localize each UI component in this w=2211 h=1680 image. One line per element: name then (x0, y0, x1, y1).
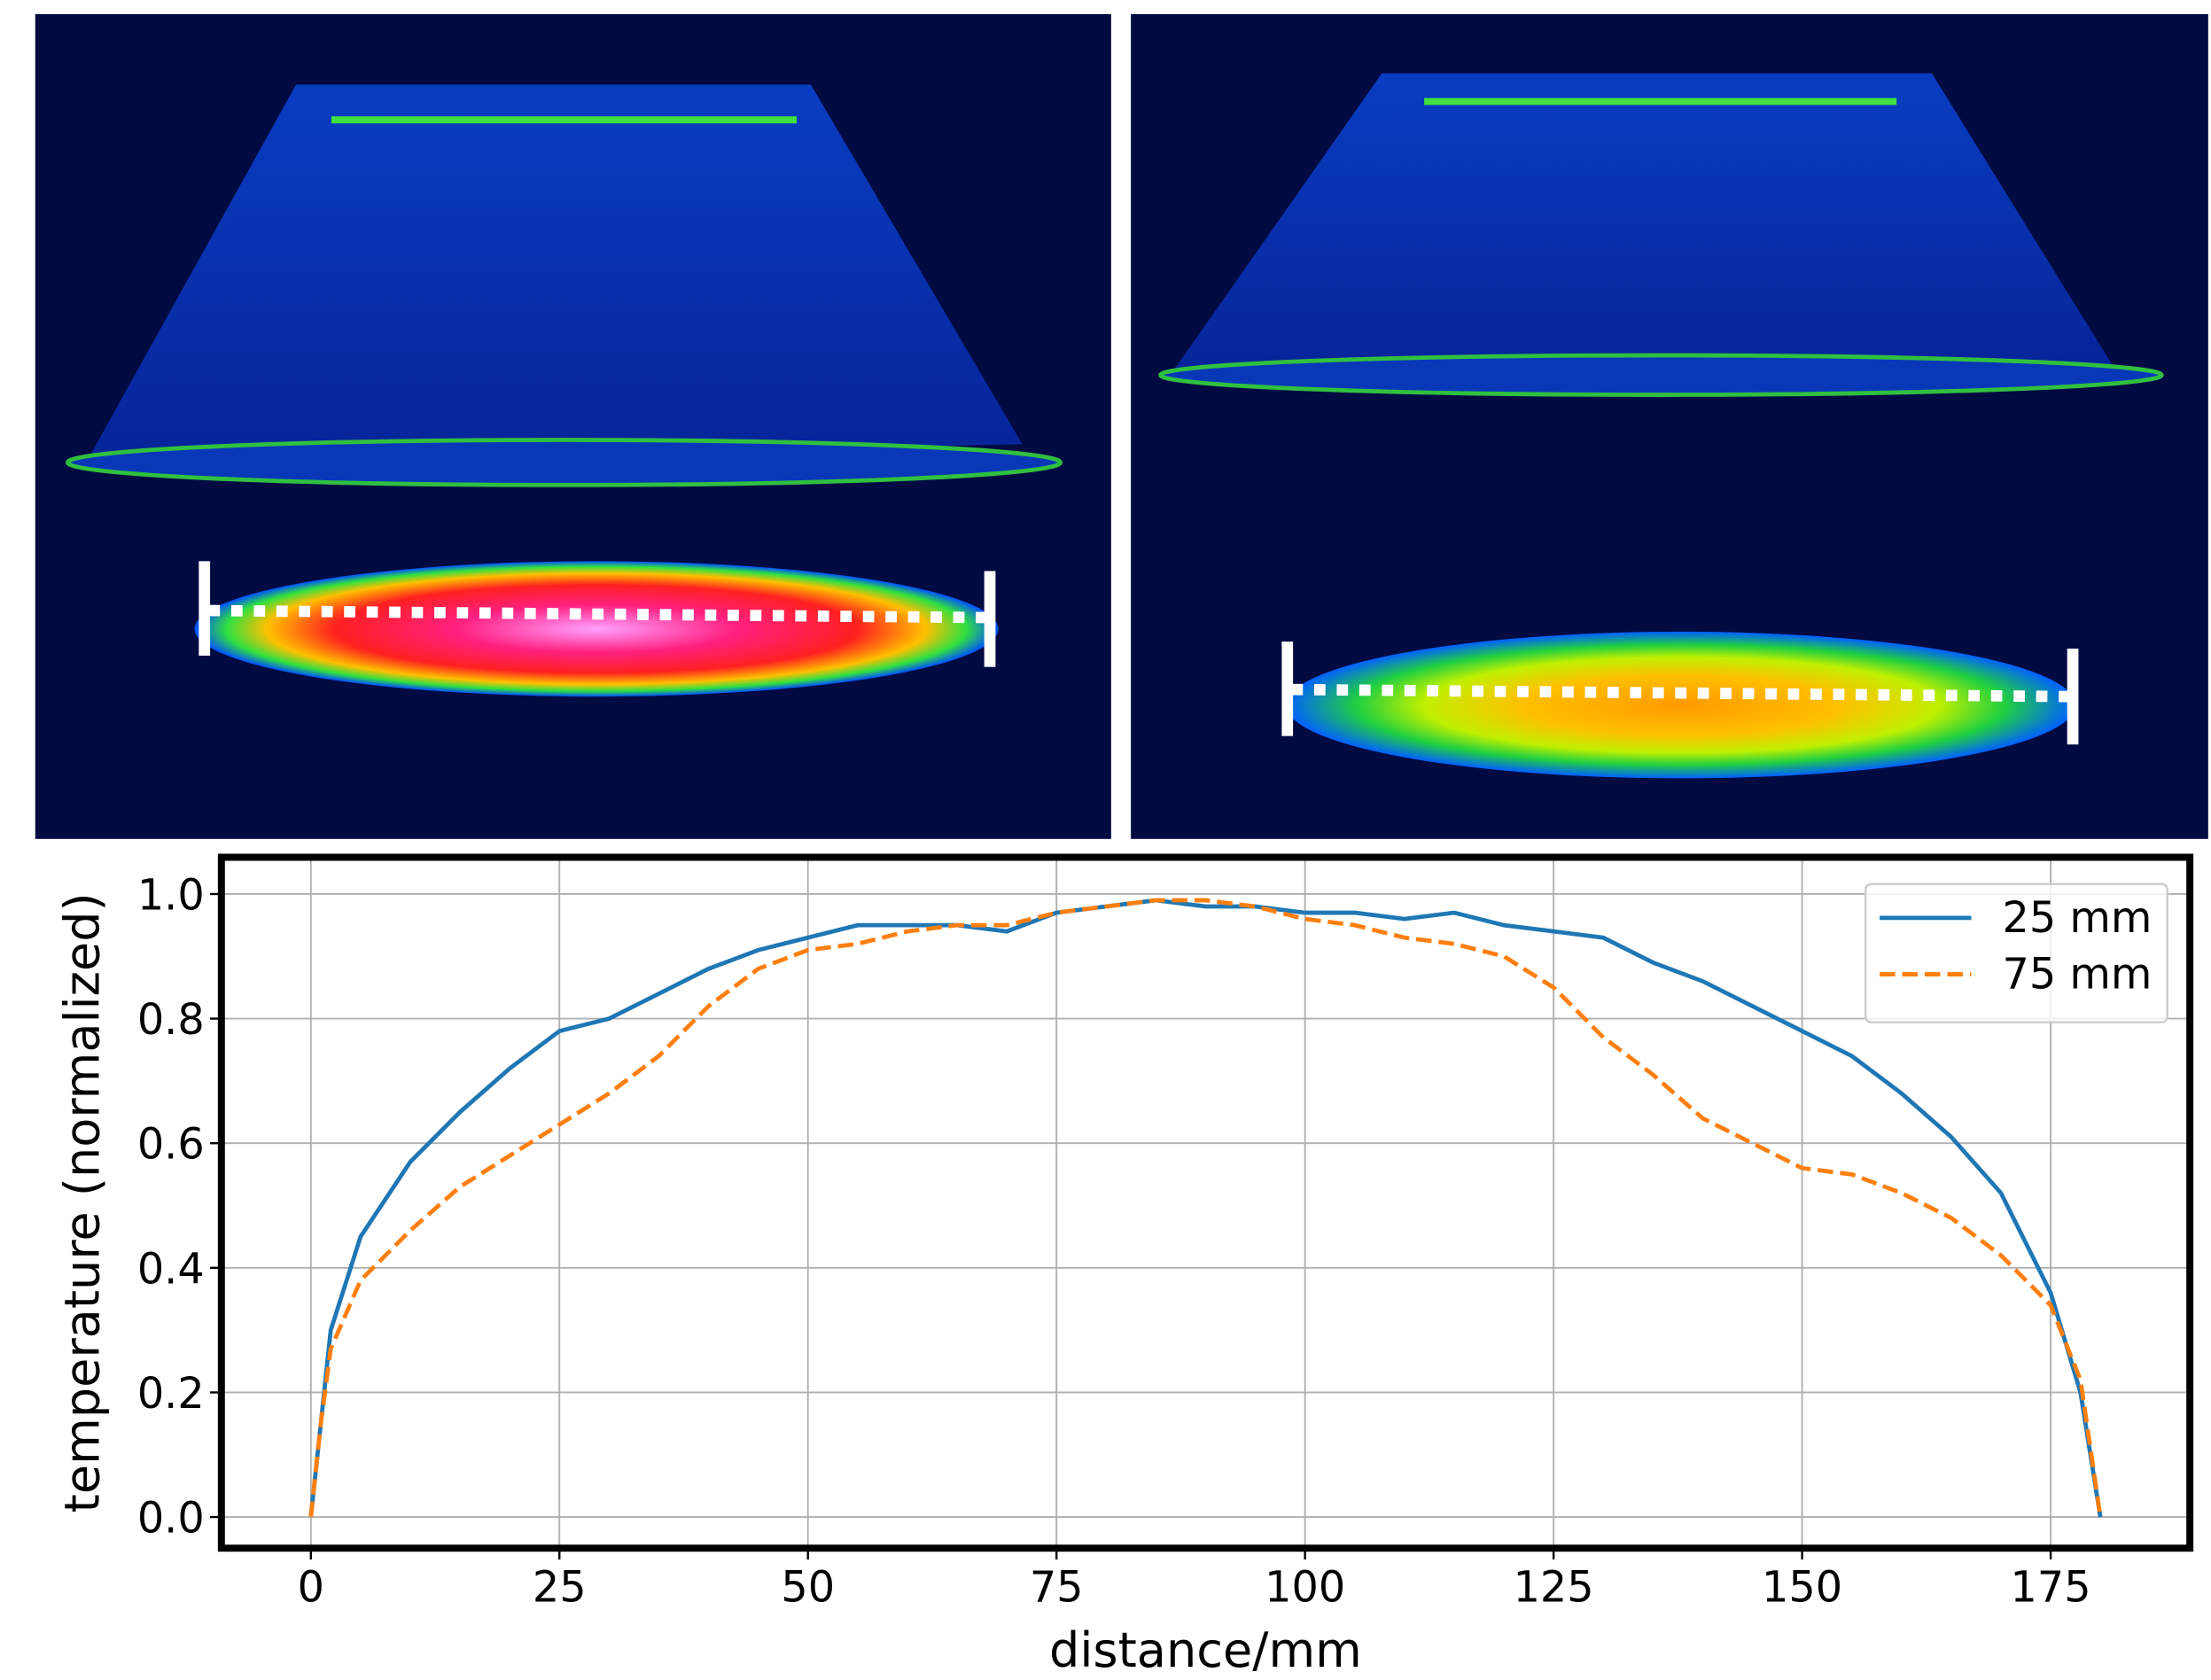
x-tick-label: 150 (1762, 1564, 1842, 1613)
profile-end (984, 571, 996, 667)
flange (65, 438, 1063, 487)
y-tick-label: 0.2 (137, 1370, 205, 1419)
profile-end (199, 561, 211, 656)
legend-label: 25 mm (2003, 894, 2153, 943)
legend-label: 75 mm (2003, 950, 2153, 999)
flange (1158, 353, 2164, 397)
y-tick-label: 0.6 (137, 1121, 205, 1170)
hot-spot (194, 561, 999, 697)
profile-line (1291, 683, 2069, 703)
thermal-image-left (35, 13, 1111, 839)
x-tick-label: 125 (1514, 1564, 1594, 1613)
profile-line (208, 604, 987, 624)
x-tick-label: 50 (781, 1564, 835, 1613)
x-tick-label: 75 (1030, 1564, 1084, 1613)
profile-end (2067, 648, 2079, 745)
y-tick-label: 0.8 (137, 996, 205, 1045)
lid (1170, 73, 2115, 376)
y-tick-label: 1.0 (137, 871, 205, 920)
hot-spot (1286, 631, 2076, 779)
x-tick-label: 0 (298, 1564, 324, 1613)
plot-frame (217, 853, 2194, 1552)
y-tick-label: 0.4 (137, 1245, 205, 1294)
x-axis-label: distance/mm (1049, 1622, 1362, 1678)
lid (84, 84, 1023, 466)
x-tick-label: 175 (2011, 1564, 2091, 1613)
data-line (308, 898, 2103, 1518)
x-tick-label: 25 (533, 1564, 587, 1613)
plot-area (221, 857, 2191, 1549)
y-axis-label: temperature (normalized) (54, 892, 110, 1513)
x-tick-label: 100 (1265, 1564, 1345, 1613)
data-line (308, 898, 2103, 1518)
profile-end (1281, 642, 1294, 736)
legend: 25 mm 75 mm (1864, 883, 2168, 1023)
y-tick-label: 0.0 (137, 1495, 205, 1544)
thermal-image-right (1131, 13, 2208, 839)
